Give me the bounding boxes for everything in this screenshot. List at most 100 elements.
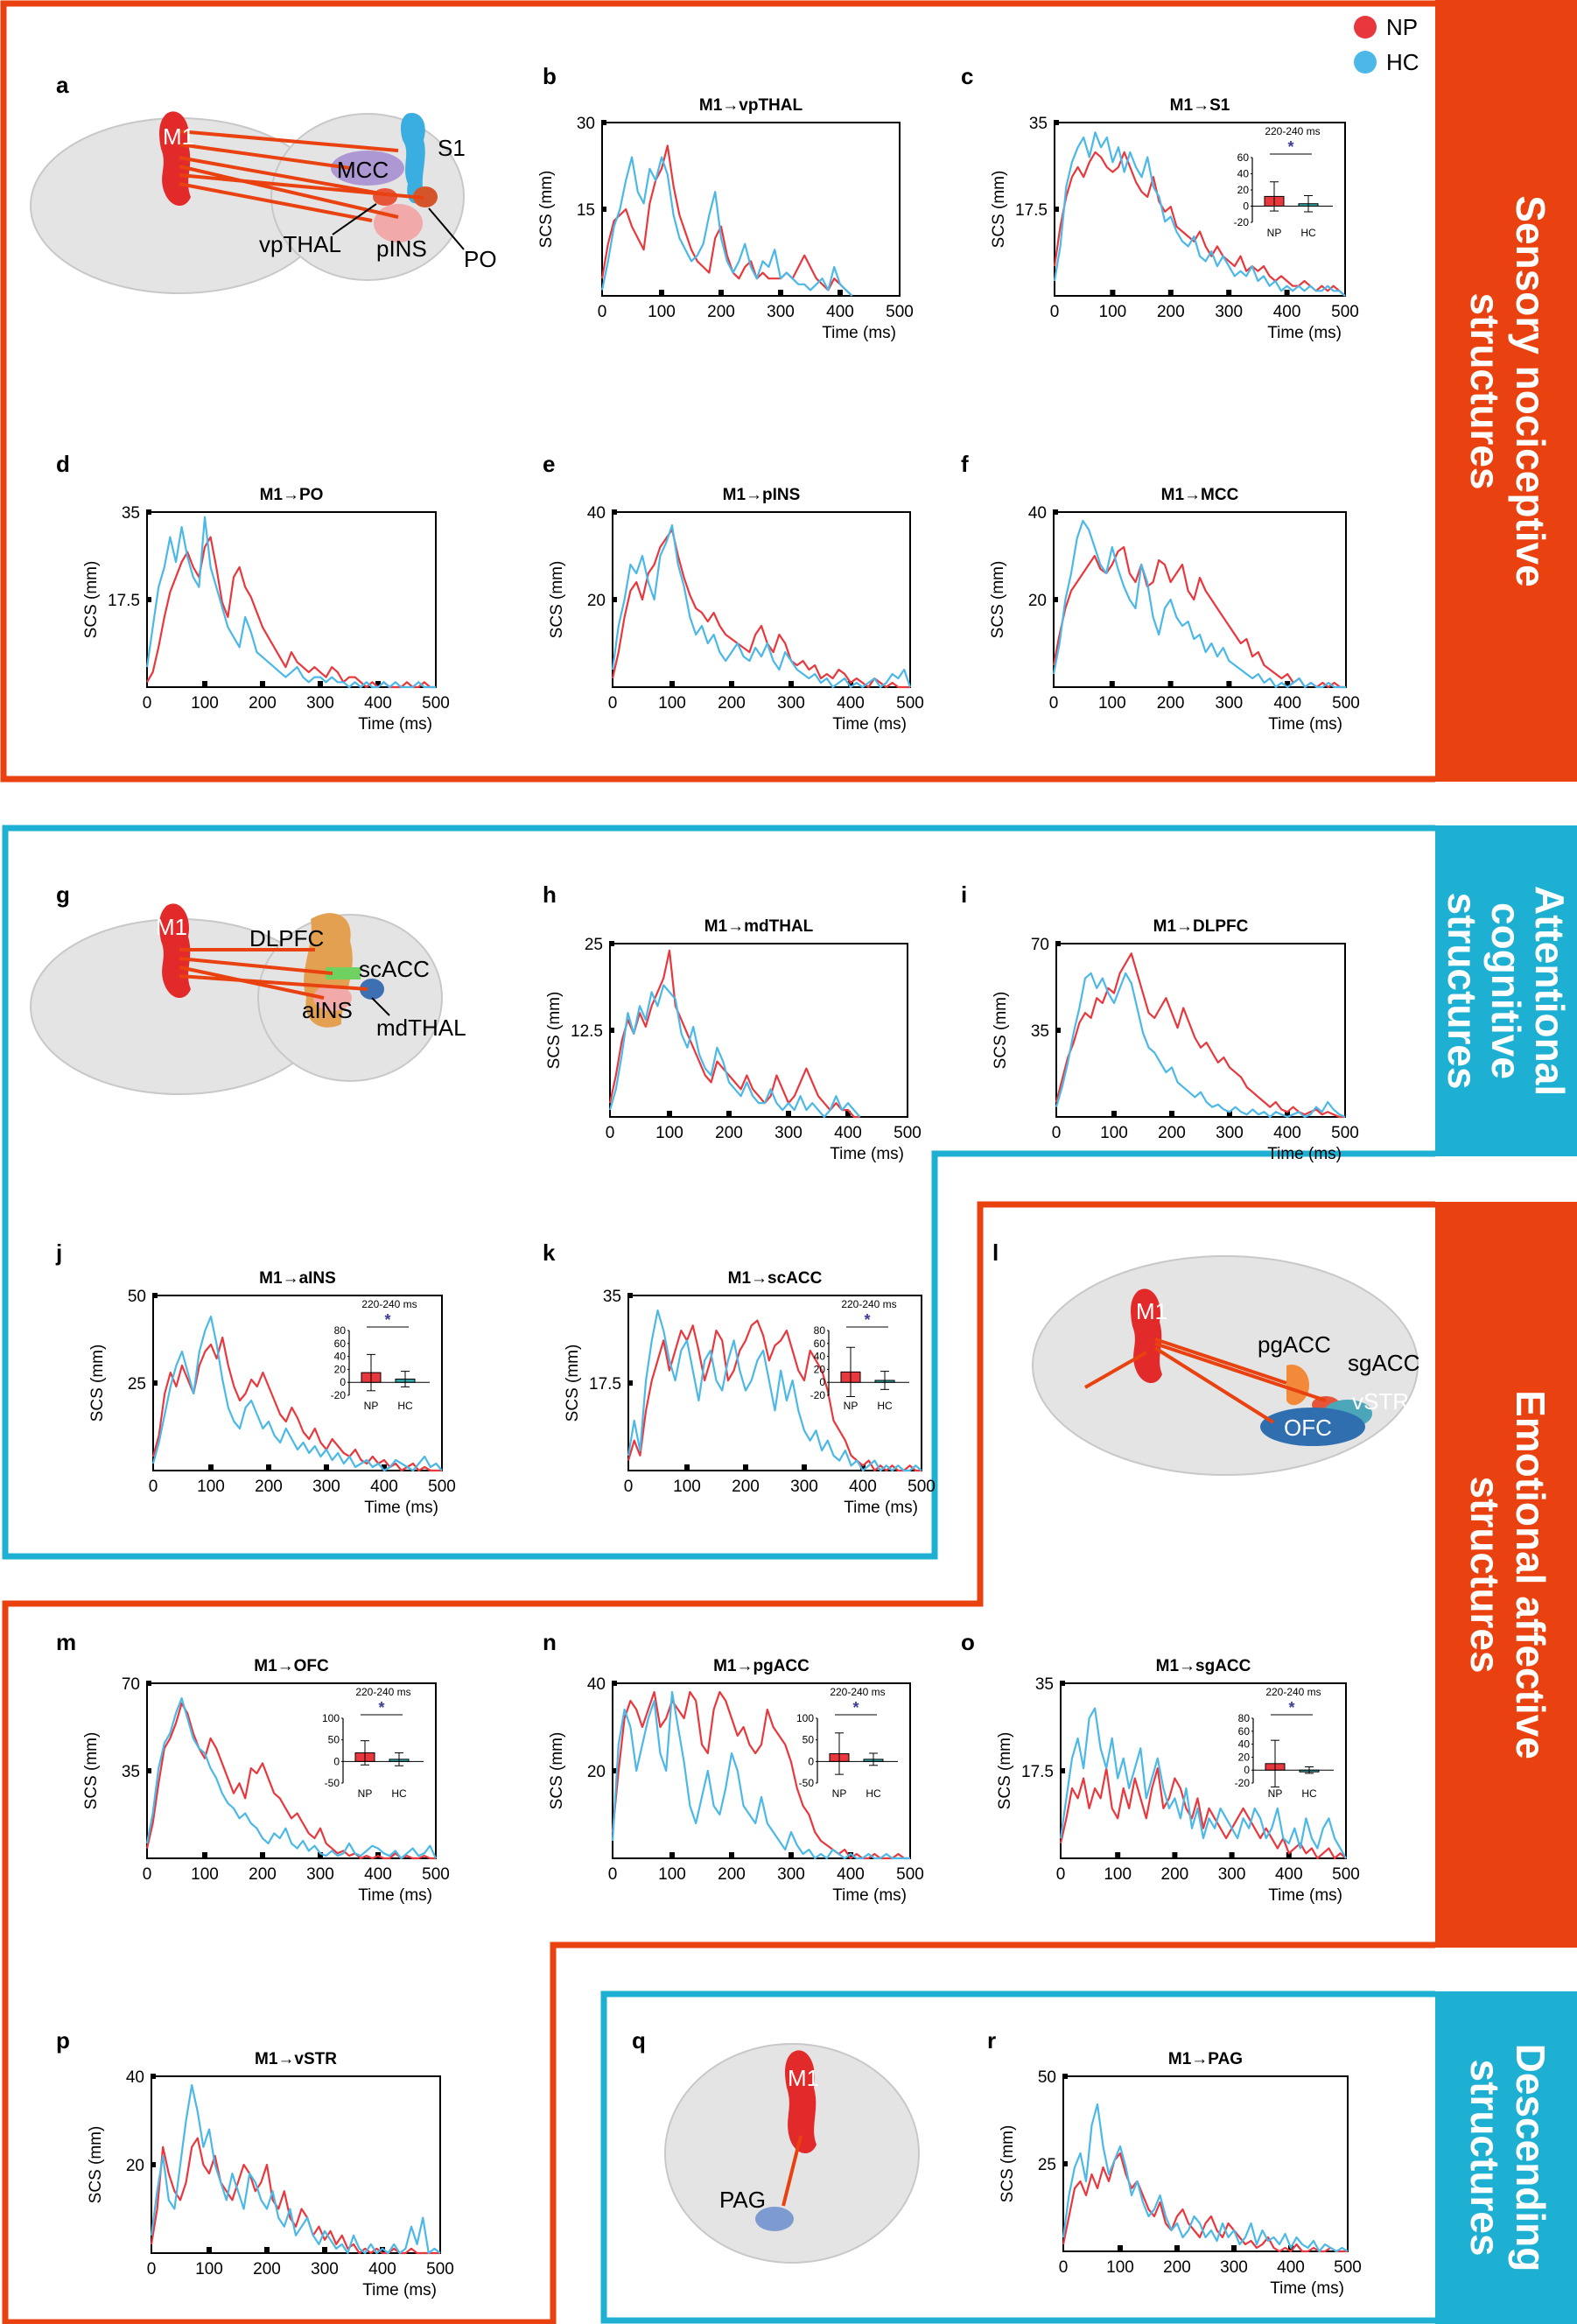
x-tick-label: 0 xyxy=(608,1865,618,1884)
x-axis-label: Time (ms) xyxy=(844,1499,918,1517)
chart-e: M1→pINS 0 100 200 300 400 500 40 20 Time (ms) SCS … xyxy=(548,486,924,734)
x-axis-label: Time (ms) xyxy=(362,2281,437,2299)
x-tick-mark xyxy=(260,1852,265,1857)
legend-np-marker xyxy=(1354,16,1377,39)
y-tick-mark xyxy=(612,1768,617,1773)
series-line-np xyxy=(146,536,436,689)
plot-frame xyxy=(1055,943,1346,1118)
panel-letter-f: f xyxy=(961,451,969,477)
x-tick-mark xyxy=(1226,681,1232,686)
inset-title: 220-240 ms xyxy=(1265,1686,1321,1698)
series-line-np xyxy=(150,2137,440,2255)
attentional-frame xyxy=(2,825,1435,1560)
x-tick-label: 500 xyxy=(422,1865,450,1884)
x-tick-label: 300 xyxy=(777,1865,805,1884)
y-tick-label: 20 xyxy=(587,592,606,610)
x-axis-label: Time (ms) xyxy=(832,715,907,734)
m1-region-shape xyxy=(159,903,191,999)
chart-title: M1→OFC xyxy=(254,1657,329,1675)
chart-d: M1→PO 0 100 200 300 400 500 35 17.5 Time (ms) SCS … xyxy=(82,486,450,734)
m1-projection-arrows xyxy=(1084,1338,1327,1424)
inset-y-tick-label: 60 xyxy=(814,1338,826,1350)
y-tick-mark xyxy=(146,509,151,515)
y-axis-label: SCS (mm) xyxy=(87,2126,105,2204)
x-tick-mark xyxy=(208,1464,214,1470)
x-tick-label: 400 xyxy=(1273,694,1301,713)
x-tick-mark xyxy=(1286,1852,1292,1857)
y-tick-mark xyxy=(1053,597,1058,602)
panel-letter-h: h xyxy=(543,881,557,908)
y-axis-label: SCS (mm) xyxy=(545,992,564,1070)
panel-letter-d: d xyxy=(56,451,70,477)
y-tick-label: 20 xyxy=(587,1763,606,1781)
inset-y-tick-label: 100 xyxy=(796,1712,814,1724)
x-tick-label: 400 xyxy=(370,1478,398,1496)
x-tick-mark xyxy=(1172,1852,1178,1857)
y-tick-mark xyxy=(1053,509,1058,515)
panel-letter-b: b xyxy=(543,63,557,89)
s1-region-shape xyxy=(400,113,425,204)
inset-significance-star: * xyxy=(378,1699,384,1717)
scacc-region-shape xyxy=(326,967,361,979)
inset-y-tick-label: 40 xyxy=(814,1351,826,1363)
x-tick-label: 200 xyxy=(1163,2258,1191,2277)
y-tick-mark xyxy=(601,120,606,125)
x-tick-mark xyxy=(669,681,675,686)
y-tick-label: 15 xyxy=(577,201,595,220)
x-tick-label: 500 xyxy=(894,1124,922,1142)
x-tick-mark xyxy=(845,1111,851,1116)
inset-y-tick-label: -20 xyxy=(331,1389,347,1401)
x-tick-mark xyxy=(375,681,381,686)
emotional-label-line-1: Emotional affective xyxy=(1508,1390,1553,1759)
y-tick-label: 17.5 xyxy=(1021,1763,1054,1781)
y-axis-label: SCS (mm) xyxy=(999,2125,1017,2203)
brain-panel-a: a M1 S1 MCC vpTHAL pINS PO xyxy=(30,72,497,294)
inset-title: 220-240 ms xyxy=(830,1686,885,1698)
series-line-np xyxy=(611,528,910,689)
panel-letter-r: r xyxy=(987,2027,996,2054)
plot-frame xyxy=(1053,511,1347,688)
brain-silhouette xyxy=(664,2043,920,2264)
x-tick-label: 0 xyxy=(608,694,618,713)
x-tick-label: 400 xyxy=(826,303,854,321)
brain-region-label: PAG xyxy=(719,2187,766,2213)
brain-region-label: scACC xyxy=(359,956,430,982)
x-tick-label: 500 xyxy=(1334,2258,1362,2277)
x-tick-label: 0 xyxy=(1052,1124,1062,1142)
inset-y-tick-label: 0 xyxy=(1243,200,1249,213)
m1-region-shape xyxy=(785,2050,817,2154)
x-tick-mark xyxy=(729,1852,734,1857)
series-line-hc xyxy=(1059,1707,1347,1859)
y-tick-mark xyxy=(609,941,614,946)
inset-y-tick-label: 20 xyxy=(1237,184,1250,196)
y-axis-label: SCS (mm) xyxy=(564,1345,582,1422)
series-line-hc xyxy=(1052,519,1346,689)
x-axis-label: Time (ms) xyxy=(1270,2279,1344,2298)
x-tick-mark xyxy=(318,1852,323,1857)
inset-y-tick-label: 50 xyxy=(803,1734,815,1746)
x-axis-label: Time (ms) xyxy=(358,715,432,734)
y-tick-mark xyxy=(146,1768,151,1773)
section-frames xyxy=(0,0,1435,2324)
inset-category-label: NP xyxy=(1267,227,1282,239)
x-tick-mark xyxy=(202,681,207,686)
inset-y-tick-label: 80 xyxy=(1238,1712,1251,1724)
y-tick-mark xyxy=(146,597,151,602)
x-tick-label: 100 xyxy=(1106,2258,1134,2277)
x-tick-label: 100 xyxy=(195,2260,223,2278)
series-line-hc xyxy=(608,984,861,1119)
series-line-np xyxy=(1055,952,1345,1119)
descending-label-line-1: Descending xyxy=(1508,2044,1553,2272)
plot-frame xyxy=(627,1295,922,1471)
series-line-hc xyxy=(627,1309,922,1472)
chart-title: M1→S1 xyxy=(1170,96,1230,115)
panel-letter-g: g xyxy=(56,881,70,908)
x-tick-mark xyxy=(726,1111,732,1116)
y-tick-mark xyxy=(1054,207,1059,212)
x-tick-mark xyxy=(669,1852,675,1857)
x-tick-label: 500 xyxy=(908,1478,936,1496)
